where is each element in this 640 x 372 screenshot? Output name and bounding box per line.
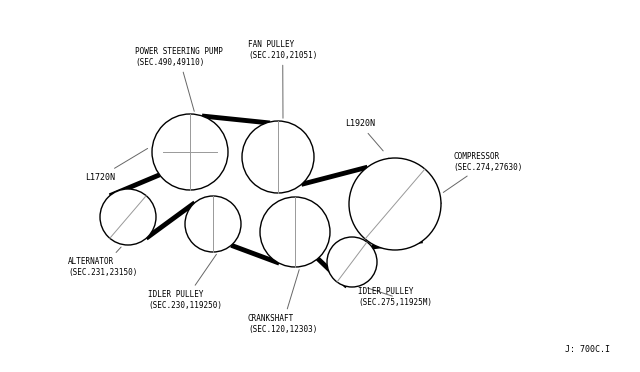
Text: ALTERNATOR
(SEC.231,23150): ALTERNATOR (SEC.231,23150): [68, 247, 138, 277]
Text: L1920N: L1920N: [345, 119, 383, 151]
Text: IDLER PULLEY
(SEC.230,119250): IDLER PULLEY (SEC.230,119250): [148, 254, 222, 310]
Circle shape: [260, 197, 330, 267]
Text: L1720N: L1720N: [85, 148, 148, 182]
Circle shape: [185, 196, 241, 252]
Circle shape: [327, 237, 377, 287]
Circle shape: [152, 114, 228, 190]
Text: POWER STEERING PUMP
(SEC.490,49110): POWER STEERING PUMP (SEC.490,49110): [135, 47, 223, 111]
Text: J: 700C.I: J: 700C.I: [565, 345, 610, 354]
Circle shape: [349, 158, 441, 250]
Circle shape: [242, 121, 314, 193]
Text: CRANKSHAFT
(SEC.120,12303): CRANKSHAFT (SEC.120,12303): [248, 270, 317, 334]
Text: IDLER PULLEY
(SEC.275,11925M): IDLER PULLEY (SEC.275,11925M): [358, 287, 432, 307]
Text: COMPRESSOR
(SEC.274,27630): COMPRESSOR (SEC.274,27630): [444, 152, 522, 192]
Text: FAN PULLEY
(SEC.210,21051): FAN PULLEY (SEC.210,21051): [248, 40, 317, 118]
Circle shape: [100, 189, 156, 245]
